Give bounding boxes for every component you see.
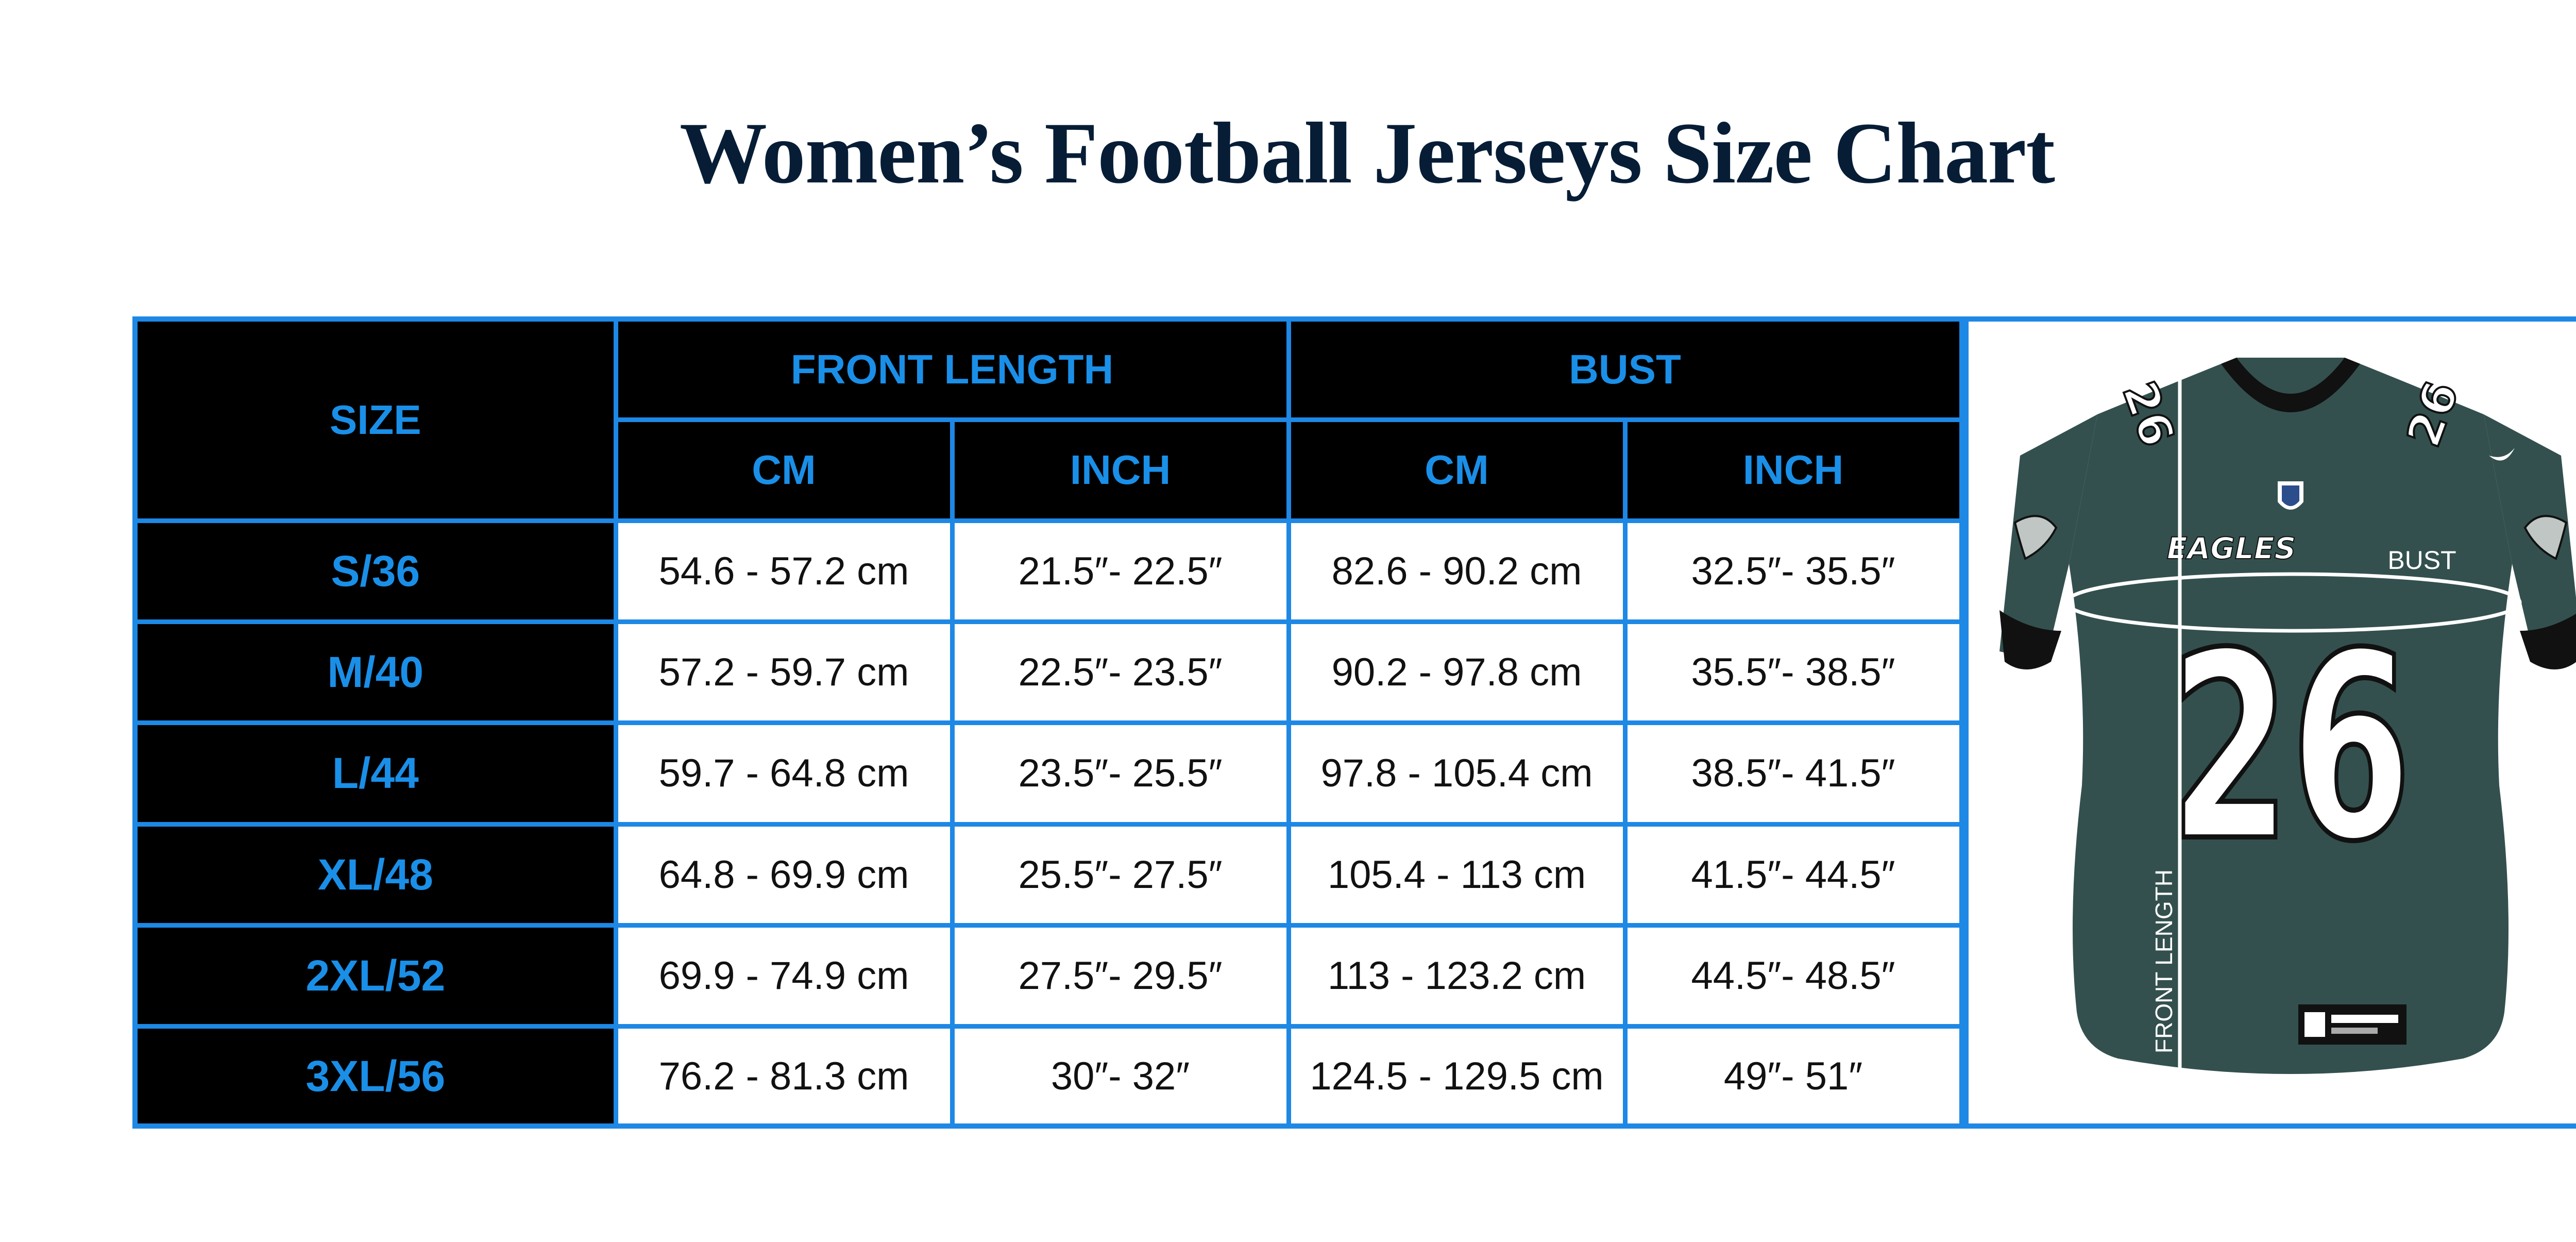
front-length-label: FRONT LENGTH: [2150, 869, 2177, 1053]
left-sleeve-cuff: [1999, 610, 2061, 669]
size-label: L/44: [138, 720, 618, 827]
bust-label: BUST: [2387, 546, 2456, 575]
size-label: 3XL/56: [138, 1024, 618, 1123]
bust-inch-header: INCH: [1622, 417, 1964, 523]
bust-inch-value: 38.5″- 41.5″: [1622, 720, 1964, 827]
table-row: 3XL/56 76.2 - 81.3 cm 30″- 32″ 124.5 - 1…: [138, 1024, 1964, 1123]
front-length-inch-value: 25.5″- 27.5″: [950, 821, 1291, 928]
size-label: S/36: [138, 518, 618, 624]
bust-inch-value: 35.5″- 38.5″: [1622, 619, 1964, 726]
bust-cm-value: 105.4 - 113 cm: [1286, 821, 1628, 928]
bust-cm-value: 113 - 123.2 cm: [1286, 922, 1628, 1029]
team-wordmark: EAGLES: [2166, 531, 2295, 566]
front-length-inch-value: 23.5″- 25.5″: [950, 720, 1291, 827]
bust-inch-value: 32.5″- 35.5″: [1622, 518, 1964, 624]
bust-inch-value: 49″- 51″: [1622, 1024, 1964, 1123]
size-table: SIZE FRONT LENGTH BUST CM INCH CM INCH S…: [138, 322, 1964, 1123]
front-length-cm-value: 69.9 - 74.9 cm: [613, 922, 955, 1029]
eagle-logo-icon: [2013, 515, 2057, 560]
jersey-collar: [2221, 358, 2360, 412]
front-length-cm-value: 54.6 - 57.2 cm: [613, 518, 955, 624]
front-length-header: FRONT LENGTH: [613, 322, 1291, 422]
front-length-cm-header: CM: [616, 417, 955, 523]
right-sleeve-cuff: [2519, 613, 2576, 669]
front-length-inch-value: 21.5″- 22.5″: [950, 518, 1291, 624]
swoosh-icon: [2488, 448, 2515, 461]
bust-cm-value: 90.2 - 97.8 cm: [1286, 619, 1628, 726]
league-shield-icon: [2277, 481, 2303, 510]
front-length-cm-value: 57.2 - 59.7 cm: [613, 619, 955, 726]
bust-measurement-guide: [2064, 572, 2522, 633]
front-length-inch-value: 30″- 32″: [950, 1024, 1291, 1123]
bust-cm-value: 124.5 - 129.5 cm: [1286, 1024, 1628, 1123]
table-row: XL/48 64.8 - 69.9 cm 25.5″- 27.5″ 105.4 …: [138, 821, 1964, 928]
front-length-inch-value: 27.5″- 29.5″: [950, 922, 1291, 1029]
size-chart: SIZE FRONT LENGTH BUST CM INCH CM INCH S…: [132, 316, 2576, 1129]
size-label: M/40: [138, 619, 618, 726]
bust-header: BUST: [1286, 322, 1964, 422]
front-length-inch-header: INCH: [950, 417, 1291, 523]
page-title: Women’s Football Jerseys Size Chart: [680, 105, 2055, 202]
jersey-number: 26: [2170, 598, 2412, 898]
front-length-cm-value: 59.7 - 64.8 cm: [613, 720, 955, 827]
bust-cm-header: CM: [1286, 417, 1628, 523]
table-row: L/44 59.7 - 64.8 cm 23.5″- 25.5″ 97.8 - …: [138, 720, 1964, 827]
front-length-cm-value: 76.2 - 81.3 cm: [613, 1024, 955, 1123]
jock-tag: [2298, 1004, 2406, 1045]
front-length-cm-value: 64.8 - 69.9 cm: [613, 821, 955, 928]
bust-inch-value: 44.5″- 48.5″: [1622, 922, 1964, 1029]
jersey-illustration: 26 26 EAGLES 26 BUST F: [1999, 347, 2576, 1089]
bust-cm-value: 82.6 - 90.2 cm: [1286, 518, 1628, 624]
eagle-logo-icon: [2523, 515, 2567, 560]
size-column-header: SIZE: [138, 322, 618, 523]
table-row: M/40 57.2 - 59.7 cm 22.5″- 23.5″ 90.2 - …: [138, 619, 1964, 726]
size-label: XL/48: [138, 821, 618, 928]
front-length-inch-value: 22.5″- 23.5″: [950, 619, 1291, 726]
size-label: 2XL/52: [138, 922, 618, 1029]
bust-cm-value: 97.8 - 105.4 cm: [1286, 720, 1628, 827]
jersey-illustration-panel: 26 26 EAGLES 26 BUST F: [1963, 322, 2576, 1123]
table-row: S/36 54.6 - 57.2 cm 21.5″- 22.5″ 82.6 - …: [138, 518, 1964, 624]
bust-inch-value: 41.5″- 44.5″: [1622, 821, 1964, 928]
table-row: 2XL/52 69.9 - 74.9 cm 27.5″- 29.5″ 113 -…: [138, 922, 1964, 1029]
